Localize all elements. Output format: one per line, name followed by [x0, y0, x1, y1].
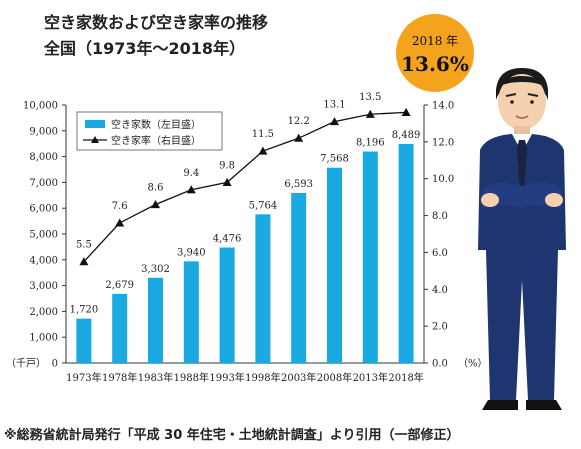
- x-tick-label: 1998年: [245, 371, 280, 384]
- y-left-tick-label: 9,000: [29, 126, 58, 137]
- bar: [219, 247, 235, 363]
- rate-value-label: 11.5: [252, 129, 274, 140]
- callout-year: 2018 年: [411, 34, 459, 48]
- bar: [112, 293, 128, 363]
- callout-rate: 13.6%: [401, 52, 469, 76]
- rate-point-marker: [365, 109, 375, 118]
- rate-point-marker: [186, 185, 196, 194]
- rate-point-marker: [151, 200, 160, 209]
- rate-value-label: 9.4: [183, 168, 199, 179]
- y-right-tick-label: 2.0: [432, 322, 448, 333]
- rate-point-marker: [79, 257, 89, 266]
- legend-bar-swatch: [85, 120, 105, 128]
- legend-bar-label: 空き家数（左目盛）: [111, 118, 201, 131]
- rate-value-label: 13.5: [359, 92, 381, 103]
- x-tick-label: 2013年: [353, 371, 388, 384]
- legend-box: [76, 111, 223, 151]
- rate-value-label: 8.6: [148, 183, 164, 194]
- y-right-tick-label: 10.0: [432, 174, 454, 185]
- bar-value-label: 3,940: [177, 247, 206, 258]
- bar-value-label: 3,302: [141, 264, 170, 275]
- chart-title: 空き家数および空き家率の推移: [44, 13, 269, 32]
- y-left-tick-label: 4,000: [29, 255, 58, 266]
- bar: [398, 143, 414, 363]
- legend-line-label: 空き家率（右目盛）: [111, 134, 201, 147]
- bar: [183, 261, 199, 363]
- x-tick-label: 1978年: [102, 371, 137, 384]
- rate-point-marker: [222, 177, 232, 186]
- source-footnote: ※総務省統計局発行「平成 30 年住宅・土地統計調査」より引用（一部修正）: [4, 428, 460, 443]
- chart-title-block: 空き家数および空き家率の推移 全国（1973年〜2018年）: [44, 10, 268, 62]
- bar: [255, 214, 271, 363]
- bar: [327, 167, 342, 363]
- bar-value-label: 8,196: [356, 138, 385, 149]
- y-left-tick-label: 7,000: [29, 178, 58, 189]
- bar-value-label: 5,764: [249, 200, 278, 211]
- bar-value-label: 7,568: [320, 154, 349, 165]
- bar: [362, 151, 378, 363]
- bar-value-label: 2,679: [105, 280, 134, 291]
- bar: [291, 192, 307, 363]
- x-tick-label: 1993年: [209, 371, 244, 384]
- x-tick-label: 2008年: [317, 371, 352, 384]
- y-left-tick-label: 2,000: [29, 307, 58, 318]
- chart-subtitle: 全国（1973年〜2018年）: [44, 39, 246, 58]
- x-tick-label: 1973年: [66, 371, 101, 384]
- bar: [76, 318, 92, 363]
- y-left-tick-label: 5,000: [29, 230, 58, 241]
- bar-value-label: 4,476: [213, 234, 242, 245]
- rate-callout-badge: 2018 年 13.6%: [396, 14, 474, 92]
- y-left-tick-label: 10,000: [23, 101, 58, 112]
- y-right-tick-label: 14.0: [432, 101, 454, 112]
- y-right-unit-label: （%）: [458, 358, 488, 370]
- x-tick-label: 1983年: [138, 371, 173, 384]
- rate-point-marker: [115, 218, 125, 227]
- bar-value-label: 1,720: [70, 305, 99, 316]
- rate-value-label: 13.1: [323, 100, 345, 111]
- rate-point-marker: [401, 107, 411, 116]
- y-right-tick-label: 8.0: [432, 211, 448, 222]
- rate-value-label: 9.8: [219, 160, 235, 171]
- y-left-tick-label: 3,000: [29, 281, 58, 292]
- y-left-unit-label: （千戸）: [6, 358, 46, 370]
- rate-value-label: 5.5: [76, 240, 92, 251]
- bar-value-label: 6,593: [284, 179, 313, 190]
- x-tick-label: 1988年: [174, 371, 209, 384]
- y-left-tick-label: 0: [52, 359, 58, 370]
- rate-value-label: 12.2: [288, 116, 310, 127]
- y-left-tick-label: 6,000: [29, 204, 58, 215]
- businessman-illustration: [478, 68, 566, 410]
- rate-line: [83, 111, 407, 263]
- bar-value-label: 8,489: [392, 130, 421, 141]
- y-left-tick-label: 8,000: [29, 152, 58, 163]
- x-tick-label: 2018年: [388, 371, 423, 384]
- legend-line-marker: [91, 136, 99, 143]
- bar: [148, 277, 163, 363]
- y-right-tick-label: 0.0: [432, 359, 448, 370]
- rate-point-marker: [258, 146, 268, 155]
- y-left-tick-label: 1,000: [29, 333, 58, 344]
- x-tick-label: 2003年: [281, 371, 316, 384]
- y-right-tick-label: 12.0: [432, 137, 454, 148]
- y-right-tick-label: 4.0: [432, 285, 448, 296]
- y-right-tick-label: 6.0: [432, 248, 448, 259]
- rate-value-label: 7.6: [112, 201, 128, 212]
- rate-point-marker: [294, 133, 304, 142]
- rate-point-marker: [330, 117, 339, 126]
